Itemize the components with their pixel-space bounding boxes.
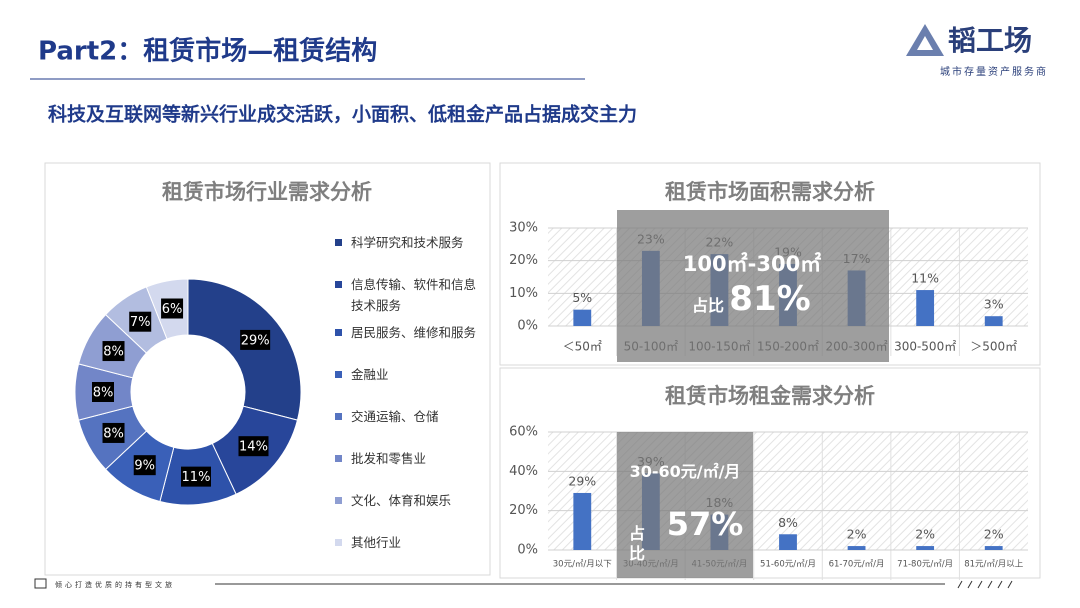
logo-icon xyxy=(906,24,944,56)
data-label: 8% xyxy=(778,515,798,530)
legend-swatch xyxy=(335,413,342,420)
footer-icon xyxy=(34,578,47,589)
label-box xyxy=(161,298,184,319)
x-tick-label: 300-500㎡ xyxy=(894,340,956,354)
y-tick-label: 60% xyxy=(509,425,538,440)
data-label: 29% xyxy=(241,333,270,348)
annotation: 30-60元/㎡/月 xyxy=(629,462,741,481)
y-tick-label: 0% xyxy=(517,543,538,558)
annotation: 100㎡-300㎡ xyxy=(682,252,822,276)
data-label: 2% xyxy=(984,527,1004,542)
legend-label: 批发和零售业 xyxy=(351,451,427,466)
footer-deco xyxy=(957,580,1013,589)
legend-item: 交通运输、仓储 xyxy=(335,406,485,427)
legend-item: 信息传输、软件和信息技术服务 xyxy=(335,274,485,316)
legend-swatch xyxy=(335,455,342,462)
data-label: 6% xyxy=(162,302,183,317)
bar xyxy=(984,546,1003,550)
x-tick-label: 71-80元/㎡/月 xyxy=(897,560,953,570)
label-box xyxy=(133,455,156,476)
annotation: 占比 xyxy=(628,524,645,563)
data-label: 7% xyxy=(130,315,151,330)
data-label: 3% xyxy=(984,297,1004,312)
data-label: 2% xyxy=(915,527,935,542)
data-label: 14% xyxy=(239,440,268,455)
legend-label: 居民服务、维修和服务 xyxy=(351,325,477,340)
logo-tagline: 城市存量资产服务商 xyxy=(940,65,1048,78)
y-tick-label: 20% xyxy=(509,253,538,268)
data-label: 8% xyxy=(93,386,114,401)
label-box xyxy=(102,341,125,362)
chart-title: 租赁市场行业需求分析 xyxy=(162,180,372,204)
label-box xyxy=(102,422,125,443)
footer-text: 倾心打造优质的持有型文旅 xyxy=(55,580,175,589)
label-box xyxy=(238,436,269,457)
y-tick-label: 20% xyxy=(509,503,538,518)
legend-label: 信息传输、软件和信息技术服务 xyxy=(351,277,477,313)
legend-item: 批发和零售业 xyxy=(335,448,485,469)
data-label: 9% xyxy=(134,459,155,474)
slide-title: Part2：租赁市场—租赁结构 xyxy=(38,36,377,67)
x-tick-label: 61-70元/㎡/月 xyxy=(829,560,885,570)
legend-item: 居民服务、维修和服务 xyxy=(335,322,485,343)
logo-text: 韬工场 xyxy=(948,24,1032,57)
legend-swatch xyxy=(335,329,342,336)
legend-item: 其他行业 xyxy=(335,532,485,553)
bar xyxy=(916,290,935,326)
legend-swatch xyxy=(335,371,342,378)
y-tick-label: 40% xyxy=(509,464,538,479)
legend-label: 金融业 xyxy=(351,367,389,382)
label-box xyxy=(240,329,271,350)
data-label: 29% xyxy=(568,473,596,488)
legend-item: 文化、体育和娱乐 xyxy=(335,490,485,511)
legend-label: 文化、体育和娱乐 xyxy=(351,493,452,508)
annotation: 81% xyxy=(729,279,811,319)
highlight-band xyxy=(617,432,753,578)
label-box xyxy=(180,466,211,487)
x-tick-label: 51-60元/㎡/月 xyxy=(760,560,816,570)
legend-label: 其他行业 xyxy=(351,535,402,550)
legend-swatch xyxy=(335,239,342,246)
bar xyxy=(573,492,592,550)
x-tick-label: 30元/㎡/月以下 xyxy=(553,560,613,570)
chart-title: 租赁市场租金需求分析 xyxy=(665,384,875,408)
y-tick-label: 30% xyxy=(509,221,538,236)
data-label: 5% xyxy=(572,290,592,305)
legend-swatch xyxy=(335,281,342,288)
data-label: 11% xyxy=(911,271,939,286)
legend-label: 交通运输、仓储 xyxy=(351,409,439,424)
x-tick-label: ＞500㎡ xyxy=(970,340,1017,354)
y-tick-label: 0% xyxy=(517,319,538,334)
bar xyxy=(847,546,866,550)
label-box xyxy=(92,382,114,402)
bar xyxy=(984,316,1003,326)
legend: 科学研究和技术服务信息传输、软件和信息技术服务居民服务、维修和服务 金融业交通运输… xyxy=(335,232,485,574)
legend-item: 金融业 xyxy=(335,364,485,385)
data-label: 8% xyxy=(103,345,124,360)
x-tick-label: ＜50㎡ xyxy=(563,340,602,354)
data-label: 11% xyxy=(182,470,211,485)
legend-swatch xyxy=(335,497,342,504)
annotation: 57% xyxy=(666,505,744,543)
legend-swatch xyxy=(335,539,342,546)
bar xyxy=(916,546,935,550)
bar xyxy=(779,534,797,550)
annotation: 占比 xyxy=(691,296,724,315)
data-label: 8% xyxy=(103,426,124,441)
legend-label: 科学研究和技术服务 xyxy=(351,235,464,250)
bar xyxy=(573,309,592,326)
data-label: 2% xyxy=(847,527,867,542)
slide-subtitle: 科技及互联网等新兴行业成交活跃，小面积、低租金产品占据成交主力 xyxy=(48,103,637,126)
highlight-band xyxy=(617,210,889,362)
chart-title: 租赁市场面积需求分析 xyxy=(665,180,875,204)
label-box xyxy=(129,311,152,332)
y-tick-label: 10% xyxy=(509,286,538,301)
x-tick-label: 81元/㎡/月以上 xyxy=(964,560,1024,570)
legend-item: 科学研究和技术服务 xyxy=(335,232,485,253)
